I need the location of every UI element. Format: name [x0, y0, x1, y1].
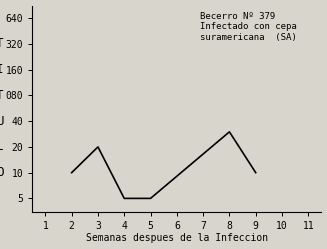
Text: Becerro Nº 379
Infectado con cepa
suramericana  (SA): Becerro Nº 379 Infectado con cepa surame… — [200, 12, 297, 42]
Text: U: U — [0, 115, 3, 128]
Text: L: L — [0, 140, 3, 153]
Text: O: O — [0, 166, 3, 179]
X-axis label: Semanas despues de la Infeccion: Semanas despues de la Infeccion — [86, 234, 268, 244]
Text: I: I — [0, 63, 3, 76]
Text: T: T — [0, 89, 3, 102]
Text: T: T — [0, 37, 3, 51]
